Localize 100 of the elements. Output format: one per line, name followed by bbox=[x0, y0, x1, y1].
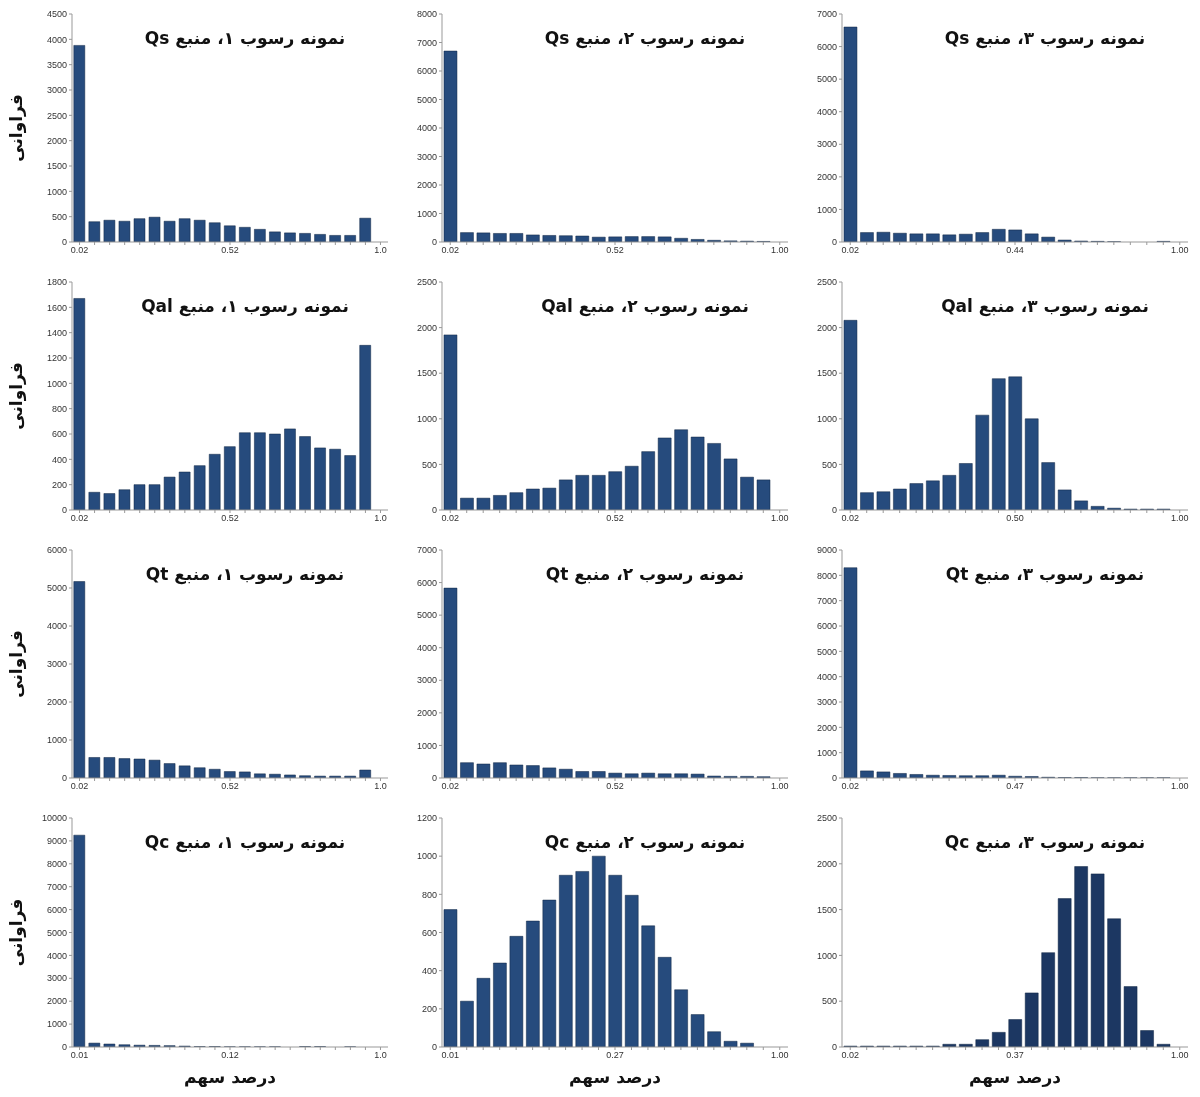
y-tick-label: 0 bbox=[61, 237, 67, 248]
y-tick-label: 0 bbox=[831, 505, 837, 516]
x-axis-title: درصد سهم bbox=[969, 1067, 1062, 1089]
x-tick-label: 0.01 bbox=[441, 1050, 459, 1061]
x-tick-label: 0.01 bbox=[70, 1050, 89, 1061]
y-tick-label: 5000 bbox=[416, 610, 437, 621]
y-axis-title: فراوانی bbox=[6, 630, 28, 698]
x-tick-label: 0.52 bbox=[221, 513, 239, 524]
y-tick-label: 3000 bbox=[416, 151, 437, 162]
y-tick-label: 2000 bbox=[816, 858, 837, 869]
y-tick-label: 7000 bbox=[816, 9, 837, 20]
y-tick-label: 500 bbox=[51, 211, 67, 222]
y-axis-title: فراوانی bbox=[6, 898, 28, 967]
x-tick-label: 0.02 bbox=[441, 781, 459, 792]
y-tick-label: 8000 bbox=[416, 9, 437, 20]
y-tick-label: 500 bbox=[421, 459, 437, 470]
y-tick-label: 3000 bbox=[416, 675, 437, 686]
y-tick-label: 500 bbox=[821, 996, 837, 1007]
y-tick-label: 7000 bbox=[416, 37, 437, 48]
y-tick-label: 1400 bbox=[46, 327, 67, 338]
y-tick-label: 3000 bbox=[816, 139, 837, 150]
x-tick-label: 0.02 bbox=[441, 245, 459, 256]
y-tick-label: 1500 bbox=[816, 904, 837, 915]
x-tick-label: 0.52 bbox=[606, 245, 624, 256]
y-tick-label: 3000 bbox=[46, 973, 67, 984]
text: نمونه رسوب ۲، منبع Qal bbox=[540, 296, 750, 316]
y-tick-label: 4000 bbox=[416, 123, 437, 134]
x-axis-title: درصد سهم bbox=[569, 1067, 662, 1089]
text: نمونه رسوب ۳، منبع Qs bbox=[943, 28, 1147, 48]
x-tick-label: 1.00 bbox=[1171, 513, 1189, 524]
y-tick-label: 6000 bbox=[816, 621, 837, 632]
y-tick-label: 600 bbox=[421, 927, 437, 938]
y-tick-label: 0 bbox=[431, 773, 437, 784]
y-tick-label: 1200 bbox=[416, 813, 437, 824]
text: نمونه رسوب ۱، منبع Qs bbox=[143, 28, 347, 48]
x-tick-label: 0.02 bbox=[841, 245, 859, 256]
y-tick-label: 6000 bbox=[46, 904, 67, 915]
y-tick-label: 1000 bbox=[46, 1019, 67, 1030]
y-tick-label: 1000 bbox=[416, 740, 437, 751]
y-tick-label: 6000 bbox=[416, 577, 437, 588]
y-tick-label: 2500 bbox=[46, 110, 67, 121]
text: نمونه رسوب ۱، منبع Qal bbox=[140, 296, 350, 316]
y-tick-label: 0 bbox=[431, 505, 437, 516]
y-tick-label: 5000 bbox=[816, 74, 837, 85]
y-tick-label: 4000 bbox=[46, 34, 67, 45]
y-tick-label: 3000 bbox=[816, 697, 837, 708]
x-tick-label: 0.12 bbox=[221, 1050, 239, 1061]
y-tick-label: 8000 bbox=[46, 858, 67, 869]
y-axis-title: فراوانی bbox=[6, 94, 28, 162]
x-tick-label: 0.52 bbox=[221, 781, 239, 792]
y-tick-label: 4000 bbox=[416, 642, 437, 653]
y-tick-label: 800 bbox=[421, 889, 437, 900]
y-tick-label: 5000 bbox=[46, 927, 67, 938]
y-tick-label: 1000 bbox=[416, 413, 437, 424]
y-tick-label: 1000 bbox=[816, 747, 837, 758]
x-tick-label: 1.00 bbox=[771, 781, 789, 792]
text: نمونه رسوب ۳، منبع Qc bbox=[943, 832, 1147, 852]
y-tick-label: 2000 bbox=[46, 996, 67, 1007]
y-tick-label: 6000 bbox=[816, 41, 837, 52]
y-tick-label: 4000 bbox=[816, 671, 837, 682]
x-tick-label: 0.02 bbox=[70, 781, 89, 792]
y-tick-label: 0 bbox=[831, 773, 837, 784]
y-tick-label: 4000 bbox=[816, 106, 837, 117]
y-tick-label: 3500 bbox=[46, 59, 67, 70]
y-tick-label: 0 bbox=[431, 1042, 437, 1053]
y-tick-label: 2000 bbox=[46, 135, 67, 146]
y-tick-label: 3000 bbox=[46, 659, 67, 670]
y-tick-label: 1000 bbox=[416, 208, 437, 219]
y-tick-label: 1500 bbox=[46, 161, 67, 172]
y-tick-label: 600 bbox=[51, 429, 67, 440]
y-tick-label: 3000 bbox=[46, 85, 67, 96]
y-tick-label: 500 bbox=[821, 459, 837, 470]
x-tick-label: 0.02 bbox=[70, 513, 89, 524]
y-tick-label: 6000 bbox=[416, 66, 437, 77]
text: نمونه رسوب ۲، منبع Qs bbox=[543, 28, 747, 48]
text: نمونه رسوب ۳، منبع Qal bbox=[940, 296, 1150, 316]
y-tick-label: 8000 bbox=[816, 570, 837, 581]
y-tick-label: 0 bbox=[61, 773, 67, 784]
x-tick-label: 0.50 bbox=[1006, 513, 1024, 524]
x-tick-label: 0.37 bbox=[1006, 1050, 1024, 1061]
y-tick-label: 0 bbox=[831, 237, 837, 248]
y-tick-label: 0 bbox=[431, 237, 437, 248]
y-tick-label: 2500 bbox=[816, 813, 837, 824]
y-tick-label: 9000 bbox=[816, 545, 837, 556]
x-tick-label: 0.52 bbox=[606, 781, 624, 792]
x-tick-label: 0.02 bbox=[441, 513, 459, 524]
x-tick-label: 0.02 bbox=[841, 1050, 859, 1061]
x-tick-label: 1.0 bbox=[374, 1050, 387, 1061]
text: نمونه رسوب ۲، منبع Qc bbox=[543, 832, 747, 852]
x-tick-label: 0.02 bbox=[841, 513, 859, 524]
y-tick-label: 1000 bbox=[46, 378, 67, 389]
x-tick-label: 0.27 bbox=[606, 1050, 624, 1061]
x-tick-label: 0.47 bbox=[1006, 781, 1024, 792]
y-tick-label: 0 bbox=[61, 1042, 67, 1053]
y-tick-label: 7000 bbox=[416, 545, 437, 556]
y-tick-label: 0 bbox=[61, 505, 67, 516]
y-tick-label: 7000 bbox=[46, 881, 67, 892]
y-tick-label: 200 bbox=[421, 1004, 437, 1015]
y-axis-title: فراوانی bbox=[6, 362, 28, 430]
x-tick-label: 0.02 bbox=[70, 245, 89, 256]
